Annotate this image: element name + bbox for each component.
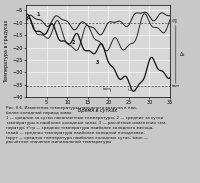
Text: $t_{сут}$: $t_{сут}$ [127,87,135,93]
X-axis label: Время в сутках: Время в сутках [78,108,118,113]
Text: Рис. II.6. Изменения температуры наружного воздуха в наи-
более холодный период : Рис. II.6. Изменения температуры наружно… [6,106,167,144]
Y-axis label: Температура в градусах: Температура в градусах [4,20,9,83]
Text: 2: 2 [71,40,75,45]
Text: $\Delta_{t}$: $\Delta_{t}$ [179,50,185,59]
Text: 3: 3 [96,60,99,65]
Text: $t_{мин}$: $t_{мин}$ [171,82,181,90]
Text: 1: 1 [36,12,40,17]
Text: $t_{гр}^{нв}$: $t_{гр}^{нв}$ [171,18,179,28]
Text: $t_{мин}$: $t_{мин}$ [102,86,111,93]
